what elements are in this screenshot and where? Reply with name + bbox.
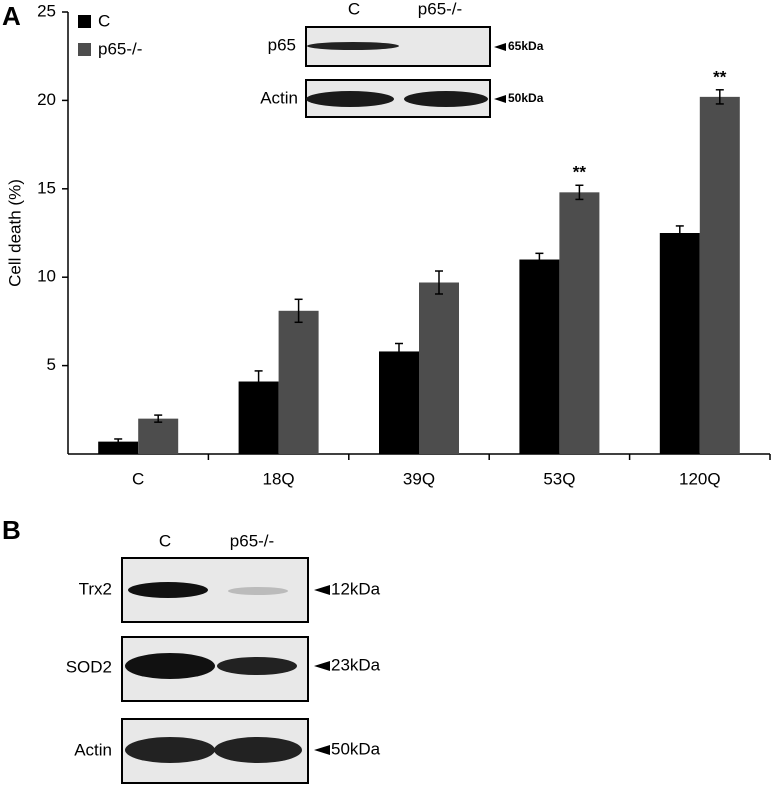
lane-label: p65-/- [230, 531, 274, 550]
band [307, 42, 399, 50]
legend-label: C [98, 11, 110, 30]
lane-label: C [348, 0, 360, 18]
y-tick-label: 15 [37, 178, 56, 197]
bar [699, 96, 740, 454]
x-tick-label: 18Q [263, 469, 295, 488]
bar [98, 441, 139, 454]
error-bar [575, 184, 584, 201]
bar [659, 233, 700, 454]
legend-swatch [78, 43, 91, 56]
bar [379, 351, 419, 454]
row-label: Actin [260, 88, 298, 107]
error-bar [395, 342, 403, 361]
y-tick-label: 25 [37, 1, 56, 20]
band [128, 582, 208, 598]
error-bar [435, 270, 443, 295]
row-label: SOD2 [66, 657, 112, 676]
x-tick-label: 53Q [543, 469, 575, 488]
error-bar [254, 370, 263, 393]
error-bar [154, 414, 163, 423]
inset-blot: C p65-/- p65 Actin 65kDa 50kDa [260, 0, 544, 118]
bar [559, 192, 600, 454]
legend-swatch [78, 15, 91, 28]
error-bar [114, 438, 123, 446]
arrow [314, 585, 330, 595]
error-bar [715, 89, 724, 105]
y-tick-label: 20 [37, 90, 56, 109]
bar [519, 259, 560, 454]
annotation: ** [713, 67, 727, 86]
row-label: Trx2 [79, 579, 112, 598]
size-label: 50kDa [331, 739, 381, 758]
bar [238, 381, 279, 454]
lane-label: p65-/- [418, 0, 462, 18]
row-label: p65 [268, 35, 296, 54]
arrow [494, 95, 506, 103]
band [125, 737, 215, 763]
band [404, 91, 488, 107]
y-tick-label: 5 [47, 355, 56, 374]
x-tick-label: C [132, 469, 144, 488]
error-bar [294, 298, 303, 324]
y-axis-label: Cell death (%) [5, 179, 24, 287]
x-tick-label: 39Q [403, 469, 435, 488]
y-tick-label: 10 [37, 267, 56, 286]
arrow [314, 661, 330, 671]
error-bar [675, 225, 684, 241]
band [125, 653, 215, 679]
band [214, 737, 302, 763]
band [228, 587, 288, 595]
band [306, 91, 394, 107]
lane-label: C [159, 531, 171, 550]
annotation: ** [573, 163, 587, 182]
size-label: 23kDa [331, 655, 381, 674]
bar [138, 418, 179, 454]
band [217, 657, 297, 675]
x-tick-label: 120Q [679, 469, 721, 488]
bar [278, 310, 319, 454]
size-label: 12kDa [331, 579, 381, 598]
row-label: Actin [74, 740, 112, 759]
size-label: 65kDa [508, 39, 544, 53]
bar [419, 282, 459, 454]
blot-b: C p65-/- Trx2 SOD2 Actin 12kDa 23kDa 50k… [66, 531, 381, 784]
arrow [494, 43, 506, 51]
legend-label: p65-/- [98, 39, 142, 58]
error-bar [535, 252, 544, 267]
panel-label: A [2, 1, 21, 31]
arrow [314, 745, 330, 755]
panel-label: B [2, 515, 21, 545]
size-label: 50kDa [508, 91, 544, 105]
